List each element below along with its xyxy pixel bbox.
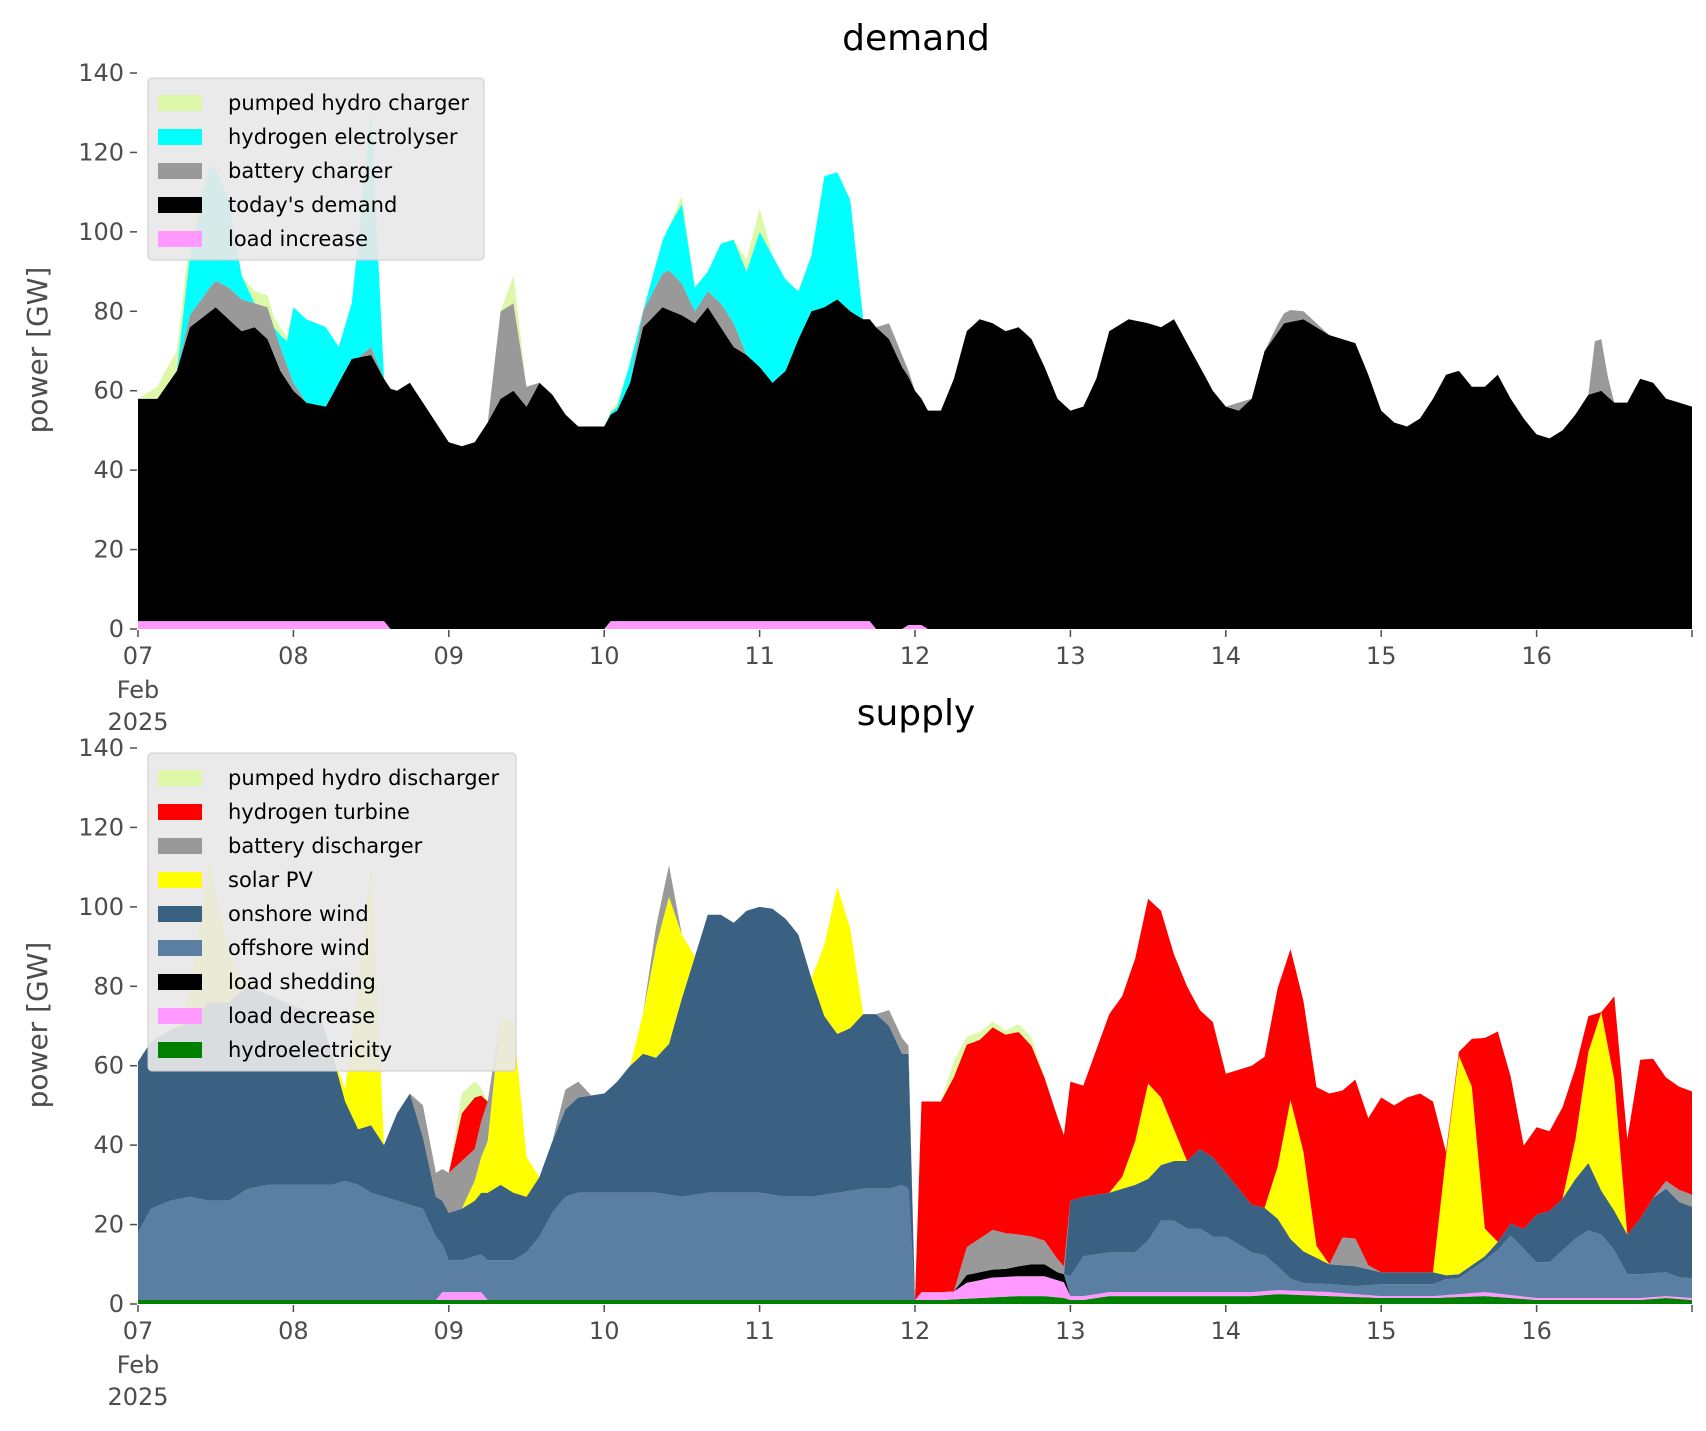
demand-ytick-label: 80 <box>93 297 124 325</box>
supply-legend-swatch-solar-pv <box>158 872 202 888</box>
supply-xtick-label: 11 <box>744 1317 775 1345</box>
demand-title: demand <box>842 18 990 59</box>
demand-legend-swatch-hydrogen-electrolyser <box>158 129 202 145</box>
supply-legend-label-hydroelectricity: hydroelectricity <box>228 1038 392 1062</box>
supply-xtick-sublabel: 2025 <box>107 1383 168 1411</box>
demand-ytick-label: 100 <box>78 218 124 246</box>
supply-legend-swatch-pumped-hydro-discharger <box>158 770 202 786</box>
supply-legend-box <box>147 752 517 1072</box>
supply-legend-swatch-offshore-wind <box>158 940 202 956</box>
supply-legend-swatch-onshore-wind <box>158 906 202 922</box>
demand-legend-label-hydrogen-electrolyser: hydrogen electrolyser <box>228 125 458 149</box>
demand-ytick-label: 40 <box>93 456 124 484</box>
supply-legend-label-battery-discharger: battery discharger <box>228 834 423 858</box>
demand-xtick-label: 14 <box>1211 642 1242 670</box>
demand-panel: demand power [GW] 0 20 40 60 80 100 120 140 07 Fe… <box>21 18 1693 736</box>
demand-xtick-label: 08 <box>278 642 309 670</box>
supply-areas <box>138 859 1692 1304</box>
demand-legend-label-today-s-demand: today's demand <box>228 193 397 217</box>
supply-legend-swatch-battery-discharger <box>158 838 202 854</box>
demand-legend-label-load-increase: load increase <box>228 227 368 251</box>
demand-xtick-sublabel: 2025 <box>107 708 168 736</box>
supply-legend-swatch-hydroelectricity <box>158 1042 202 1058</box>
supply-ytick-label: 100 <box>78 893 124 921</box>
supply-legend-label-offshore-wind: offshore wind <box>228 936 370 960</box>
supply-legend-swatch-hydrogen-turbine <box>158 804 202 820</box>
supply-area-load-decrease <box>138 1276 1692 1300</box>
demand-xtick-label: 15 <box>1366 642 1397 670</box>
demand-legend-swatch-load-increase <box>158 231 202 247</box>
demand-xtick-label: 11 <box>744 642 775 670</box>
supply-legend-label-hydrogen-turbine: hydrogen turbine <box>228 800 410 824</box>
demand-area-battery-charger <box>138 270 1692 447</box>
demand-xtick-label: 16 <box>1521 642 1552 670</box>
demand-area-load-increase <box>138 621 1692 629</box>
demand-ylabel: power [GW] <box>21 267 54 434</box>
demand-legend-box <box>147 77 485 261</box>
demand-area-today-s-demand <box>138 299 1692 629</box>
supply-area-hydroelectricity <box>138 1294 1692 1304</box>
demand-xtick-label: 12 <box>900 642 931 670</box>
demand-legend: pumped hydro charger hydrogen electrolyse… <box>147 77 485 261</box>
supply-panel: supply power [GW] 0 20 40 60 80 100 120 140 07 Fe… <box>21 693 1693 1411</box>
supply-xtick-label: 14 <box>1211 1317 1242 1345</box>
demand-ytick-label: 140 <box>78 59 124 87</box>
supply-ytick-label: 140 <box>78 734 124 762</box>
supply-title: supply <box>857 693 976 734</box>
supply-xtick-sublabel: Feb <box>117 1351 160 1379</box>
demand-legend-label-pumped-hydro-charger: pumped hydro charger <box>228 91 469 115</box>
supply-area-solar-pv <box>138 859 1692 1300</box>
supply-xtick-label: 09 <box>434 1317 465 1345</box>
supply-ylabel: power [GW] <box>21 942 54 1109</box>
supply-legend-label-load-shedding: load shedding <box>228 970 376 994</box>
supply-axes: 0 20 40 60 80 100 120 140 07 Feb 2025 08 09 10 11 12 13 1… <box>78 734 1693 1411</box>
supply-ytick-label: 20 <box>93 1211 124 1239</box>
supply-legend-swatch-load-decrease <box>158 1008 202 1024</box>
demand-ytick-label: 60 <box>93 377 124 405</box>
supply-ytick-label: 40 <box>93 1131 124 1159</box>
supply-xtick-label: 13 <box>1055 1317 1086 1345</box>
supply-legend-label-pumped-hydro-discharger: pumped hydro discharger <box>228 766 499 790</box>
demand-legend-swatch-pumped-hydro-charger <box>158 95 202 111</box>
demand-legend-swatch-battery-charger <box>158 163 202 179</box>
supply-legend-label-solar-pv: solar PV <box>228 868 313 892</box>
demand-ytick-label: 20 <box>93 536 124 564</box>
supply-legend-label-load-decrease: load decrease <box>228 1004 375 1028</box>
supply-ytick-label: 120 <box>78 813 124 841</box>
demand-ytick-label: 120 <box>78 138 124 166</box>
supply-xtick-label: 16 <box>1521 1317 1552 1345</box>
demand-xtick-sublabel: Feb <box>117 676 160 704</box>
demand-xtick-label: 13 <box>1055 642 1086 670</box>
supply-xtick-label: 12 <box>900 1317 931 1345</box>
demand-areas <box>138 112 1692 629</box>
supply-xtick-label: 07 <box>123 1317 154 1345</box>
supply-area-onshore-wind <box>138 906 1692 1300</box>
demand-xtick-label: 07 <box>123 642 154 670</box>
supply-legend-label-onshore-wind: onshore wind <box>228 902 369 926</box>
supply-ytick-label: 60 <box>93 1052 124 1080</box>
demand-ytick-label: 0 <box>109 615 124 643</box>
supply-ytick-label: 0 <box>109 1290 124 1318</box>
supply-xtick-label: 10 <box>589 1317 620 1345</box>
supply-xtick-label: 15 <box>1366 1317 1397 1345</box>
demand-xtick-label: 10 <box>589 642 620 670</box>
supply-legend-swatch-load-shedding <box>158 974 202 990</box>
demand-axes: 0 20 40 60 80 100 120 140 07 Feb 2025 08 09 10 11 12 13 1… <box>78 59 1693 736</box>
supply-xtick-label: 08 <box>278 1317 309 1345</box>
demand-xtick-label: 09 <box>434 642 465 670</box>
supply-area-offshore-wind <box>138 1180 1692 1300</box>
demand-legend-swatch-today-s-demand <box>158 197 202 213</box>
supply-legend: pumped hydro discharger hydrogen turbine b… <box>147 752 517 1072</box>
demand-legend-label-battery-charger: battery charger <box>228 159 393 183</box>
supply-ytick-label: 80 <box>93 972 124 1000</box>
